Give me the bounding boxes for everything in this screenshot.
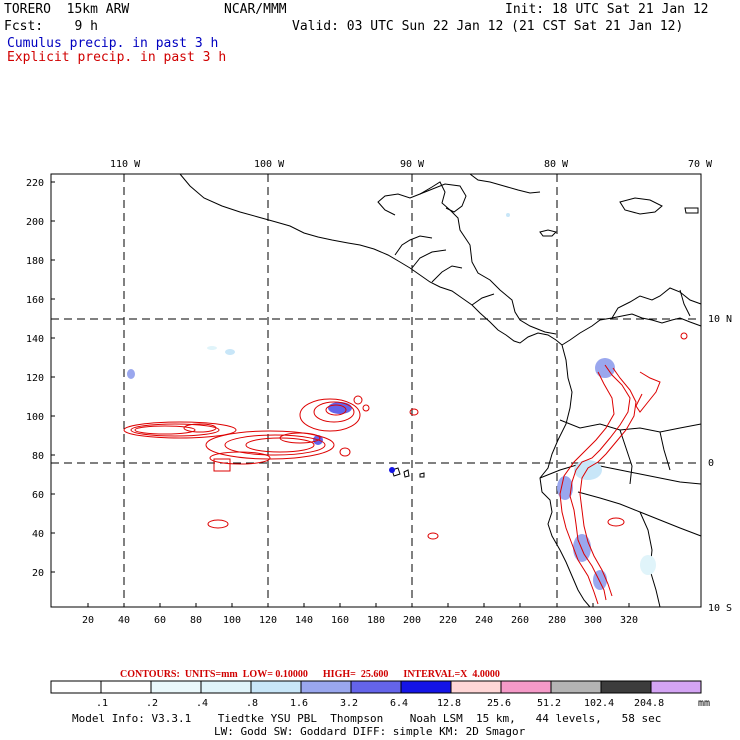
colorbar-label-5: 3.2 [340, 698, 359, 709]
lat-lon-grid [51, 174, 701, 607]
x-tick-40: 40 [118, 615, 131, 626]
colorbar-label-2: .4 [196, 698, 209, 709]
colorbar-cell-8 [450, 680, 502, 694]
cumulus-precip-shading [127, 213, 656, 590]
model-title: TORERO 15km ARW [4, 2, 130, 17]
x-tick-100: 100 [223, 615, 242, 626]
lon-label-90w: 90 W [400, 159, 425, 170]
colorbar-cell-6 [350, 680, 402, 694]
lon-label-100w: 100 W [254, 159, 285, 170]
x-tick-180: 180 [367, 615, 386, 626]
colorbar-cell-10 [550, 680, 602, 694]
x-tick-260: 260 [511, 615, 530, 626]
lat-label-10n: 10 N [708, 314, 733, 325]
lat-label-0: 0 [708, 458, 715, 469]
y-tick-60: 60 [32, 490, 45, 501]
x-tick-200: 200 [403, 615, 422, 626]
y-axis-ticks [51, 181, 55, 573]
x-tick-120: 120 [259, 615, 278, 626]
y-tick-100: 100 [26, 412, 45, 423]
explicit-legend: Explicit precip. in past 3 h [7, 50, 227, 65]
x-tick-220: 220 [439, 615, 458, 626]
y-tick-80: 80 [32, 451, 45, 462]
x-tick-20: 20 [82, 615, 95, 626]
colorbar-cell-7 [400, 680, 452, 694]
x-axis-ticks [87, 603, 630, 607]
physics-info: LW: Godd SW: Goddard DIFF: simple KM: 2D… [214, 725, 526, 738]
colorbar [50, 680, 702, 694]
colorbar-label-4: 1.6 [290, 698, 309, 709]
y-tick-180: 180 [26, 256, 45, 267]
y-tick-220: 220 [26, 178, 45, 189]
coastlines [179, 173, 702, 608]
y-tick-20: 20 [32, 568, 45, 579]
contour-info: CONTOURS: UNITS=mm LOW= 0.10000 HIGH= 25… [120, 669, 500, 680]
lon-label-70w: 70 W [688, 159, 713, 170]
colorbar-unit: mm [698, 698, 711, 709]
cumulus-legend: Cumulus precip. in past 3 h [7, 36, 219, 51]
colorbar-cell-4 [250, 680, 302, 694]
colorbar-label-8: 25.6 [487, 698, 512, 709]
forecast-hour: Fcst: 9 h [4, 19, 98, 34]
colorbar-cell-0 [50, 680, 102, 694]
colorbar-label-10: 102.4 [584, 698, 615, 709]
colorbar-label-3: .8 [246, 698, 259, 709]
x-tick-240: 240 [475, 615, 494, 626]
x-tick-60: 60 [154, 615, 167, 626]
colorbar-cell-11 [600, 680, 652, 694]
y-tick-160: 160 [26, 295, 45, 306]
valid-time: Valid: 03 UTC Sun 22 Jan 12 (21 CST Sat … [292, 19, 684, 34]
lat-label-10s: 10 S [708, 603, 733, 614]
x-tick-160: 160 [331, 615, 350, 626]
colorbar-label-1: .2 [146, 698, 159, 709]
colorbar-label-6: 6.4 [390, 698, 409, 709]
y-tick-200: 200 [26, 217, 45, 228]
x-tick-300: 300 [584, 615, 603, 626]
init-time: Init: 18 UTC Sat 21 Jan 12 [505, 2, 709, 17]
model-info: Model Info: V3.3.1 Tiedtke YSU PBL Thomp… [72, 712, 662, 725]
y-tick-140: 140 [26, 334, 45, 345]
x-tick-280: 280 [548, 615, 567, 626]
org-label: NCAR/MMM [224, 2, 287, 17]
x-tick-320: 320 [620, 615, 639, 626]
colorbar-label-7: 12.8 [437, 698, 462, 709]
colorbar-cell-12 [650, 680, 702, 694]
lon-label-80w: 80 W [544, 159, 569, 170]
colorbar-cell-9 [500, 680, 552, 694]
x-tick-80: 80 [190, 615, 203, 626]
x-tick-140: 140 [295, 615, 314, 626]
colorbar-label-11: 204.8 [634, 698, 665, 709]
y-tick-120: 120 [26, 373, 45, 384]
colorbar-label-9: 51.2 [537, 698, 562, 709]
y-tick-40: 40 [32, 529, 45, 540]
lon-label-110w: 110 W [110, 159, 141, 170]
colorbar-cell-3 [200, 680, 252, 694]
map-frame [50, 173, 702, 608]
colorbar-cell-5 [300, 680, 352, 694]
colorbar-label-0: .1 [96, 698, 109, 709]
colorbar-cell-1 [100, 680, 152, 694]
colorbar-cell-2 [150, 680, 202, 694]
explicit-precip-contours [123, 332, 688, 605]
